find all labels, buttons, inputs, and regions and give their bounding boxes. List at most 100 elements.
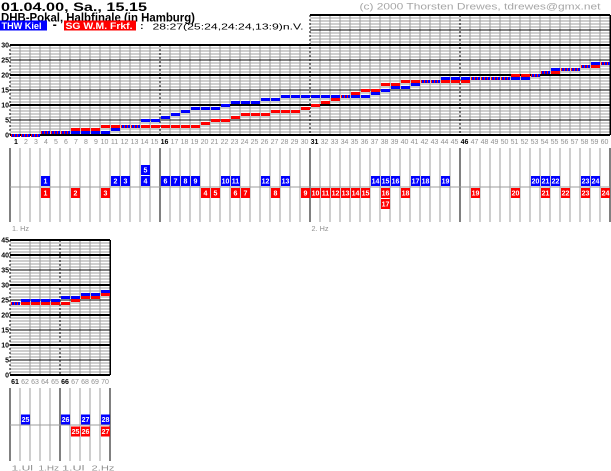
svg-text:46: 46 <box>461 139 469 146</box>
svg-text:30: 30 <box>1 283 9 290</box>
svg-text:66: 66 <box>61 379 69 386</box>
svg-text:67: 67 <box>71 379 79 386</box>
svg-text:18: 18 <box>181 139 189 146</box>
svg-text:33: 33 <box>331 139 339 146</box>
svg-text:7: 7 <box>244 191 248 198</box>
svg-text:25: 25 <box>72 429 80 436</box>
svg-text:36: 36 <box>361 139 369 146</box>
svg-text:1.Ul: 1.Ul <box>62 463 85 471</box>
svg-text:40: 40 <box>401 139 409 146</box>
svg-text:69: 69 <box>91 379 99 386</box>
svg-text:13: 13 <box>342 191 350 198</box>
svg-text:5: 5 <box>144 168 148 175</box>
svg-text:17: 17 <box>382 202 390 209</box>
svg-text:53: 53 <box>531 139 539 146</box>
svg-text:24: 24 <box>592 179 600 186</box>
svg-text:13: 13 <box>131 139 139 146</box>
svg-text::: : <box>140 21 143 32</box>
svg-text:10: 10 <box>1 103 9 110</box>
svg-text:7: 7 <box>174 179 178 186</box>
svg-text:41: 41 <box>411 139 419 146</box>
svg-text:63: 63 <box>31 379 39 386</box>
svg-text:38: 38 <box>381 139 389 146</box>
svg-text:70: 70 <box>101 379 109 386</box>
svg-text:34: 34 <box>341 139 349 146</box>
svg-text:2. Hz: 2. Hz <box>312 224 329 233</box>
svg-text:26: 26 <box>82 429 90 436</box>
svg-text:15: 15 <box>362 191 370 198</box>
svg-text:35: 35 <box>1 268 9 275</box>
svg-text:20: 20 <box>1 73 9 80</box>
svg-text:15: 15 <box>1 88 9 95</box>
svg-text:68: 68 <box>81 379 89 386</box>
svg-text:24: 24 <box>241 139 249 146</box>
svg-text:55: 55 <box>551 139 559 146</box>
svg-text:1: 1 <box>14 139 18 146</box>
svg-text:54: 54 <box>541 139 549 146</box>
svg-text:5: 5 <box>5 358 9 365</box>
svg-text:45: 45 <box>1 238 9 245</box>
svg-text:12: 12 <box>262 179 270 186</box>
svg-text:0: 0 <box>5 373 9 380</box>
svg-text:1: 1 <box>44 191 48 198</box>
svg-text:48: 48 <box>481 139 489 146</box>
svg-text:SG W.M. Frkf.: SG W.M. Frkf. <box>66 21 133 32</box>
svg-text:52: 52 <box>521 139 529 146</box>
svg-text:61: 61 <box>11 379 19 386</box>
svg-text:23: 23 <box>582 179 590 186</box>
svg-text:16: 16 <box>392 179 400 186</box>
svg-text:22: 22 <box>221 139 229 146</box>
svg-text:6: 6 <box>234 191 238 198</box>
svg-text:2.Hz: 2.Hz <box>92 463 115 471</box>
svg-text:01.04.00, Sa., 15.15: 01.04.00, Sa., 15.15 <box>1 2 148 14</box>
svg-text:17: 17 <box>412 179 420 186</box>
svg-text:21: 21 <box>211 139 219 146</box>
svg-text:4: 4 <box>44 139 48 146</box>
svg-text:30: 30 <box>301 139 309 146</box>
svg-text:27: 27 <box>102 429 110 436</box>
svg-text:24: 24 <box>602 191 610 198</box>
svg-text:20: 20 <box>512 191 520 198</box>
svg-text:-: - <box>53 18 57 32</box>
svg-text:0: 0 <box>5 133 9 140</box>
svg-text:11: 11 <box>232 179 240 186</box>
svg-text:56: 56 <box>561 139 569 146</box>
svg-text:27: 27 <box>82 417 90 424</box>
svg-text:18: 18 <box>422 179 430 186</box>
svg-text:4: 4 <box>144 179 148 186</box>
svg-text:25: 25 <box>22 417 30 424</box>
svg-text:14: 14 <box>141 139 149 146</box>
svg-text:5: 5 <box>214 191 218 198</box>
svg-text:50: 50 <box>501 139 509 146</box>
svg-text:23: 23 <box>582 191 590 198</box>
svg-text:21: 21 <box>542 179 550 186</box>
svg-text:20: 20 <box>201 139 209 146</box>
svg-text:2: 2 <box>24 139 28 146</box>
svg-text:14: 14 <box>372 179 380 186</box>
svg-text:15: 15 <box>151 139 159 146</box>
svg-text:22: 22 <box>552 179 560 186</box>
svg-text:4: 4 <box>204 191 208 198</box>
svg-text:9: 9 <box>94 139 98 146</box>
svg-text:57: 57 <box>571 139 579 146</box>
svg-text:45: 45 <box>451 139 459 146</box>
svg-text:12: 12 <box>121 139 129 146</box>
svg-text:65: 65 <box>51 379 59 386</box>
svg-text:17: 17 <box>171 139 179 146</box>
svg-text:16: 16 <box>161 139 169 146</box>
svg-text:21: 21 <box>542 191 550 198</box>
svg-text:1. Hz: 1. Hz <box>12 224 29 233</box>
svg-text:28: 28 <box>281 139 289 146</box>
svg-text:25: 25 <box>1 298 9 305</box>
svg-text:22: 22 <box>562 191 570 198</box>
svg-text:40: 40 <box>1 253 9 260</box>
svg-text:43: 43 <box>431 139 439 146</box>
svg-text:2: 2 <box>114 179 118 186</box>
svg-text:7: 7 <box>74 139 78 146</box>
svg-text:44: 44 <box>441 139 449 146</box>
svg-text:1.Hz: 1.Hz <box>39 463 60 471</box>
svg-text:31: 31 <box>311 139 319 146</box>
svg-text:35: 35 <box>351 139 359 146</box>
svg-text:15: 15 <box>382 179 390 186</box>
svg-text:32: 32 <box>321 139 329 146</box>
